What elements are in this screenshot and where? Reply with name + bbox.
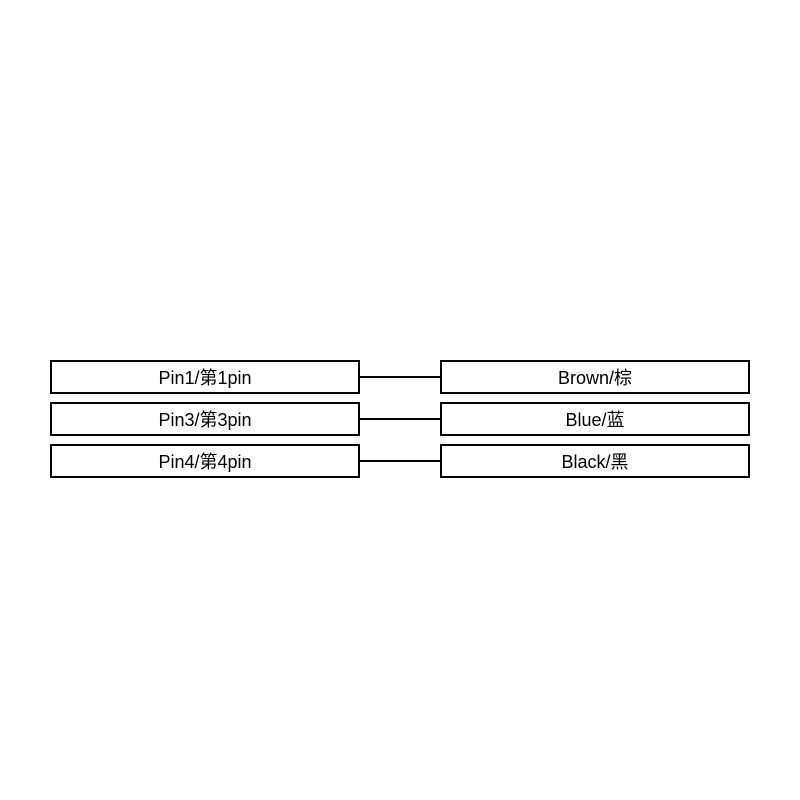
wire-color-box: Black/黑: [440, 444, 750, 478]
connector-line: [360, 376, 440, 378]
wiring-row: Pin4/第4pin Black/黑: [50, 444, 750, 478]
pin-box: Pin1/第1pin: [50, 360, 360, 394]
connector-line: [360, 418, 440, 420]
wiring-row: Pin1/第1pin Brown/棕: [50, 360, 750, 394]
connector-line: [360, 460, 440, 462]
wire-color-box: Blue/蓝: [440, 402, 750, 436]
wiring-row: Pin3/第3pin Blue/蓝: [50, 402, 750, 436]
pin-wiring-diagram: Pin1/第1pin Brown/棕 Pin3/第3pin Blue/蓝 Pin…: [50, 360, 750, 486]
pin-box: Pin3/第3pin: [50, 402, 360, 436]
pin-box: Pin4/第4pin: [50, 444, 360, 478]
wire-color-box: Brown/棕: [440, 360, 750, 394]
